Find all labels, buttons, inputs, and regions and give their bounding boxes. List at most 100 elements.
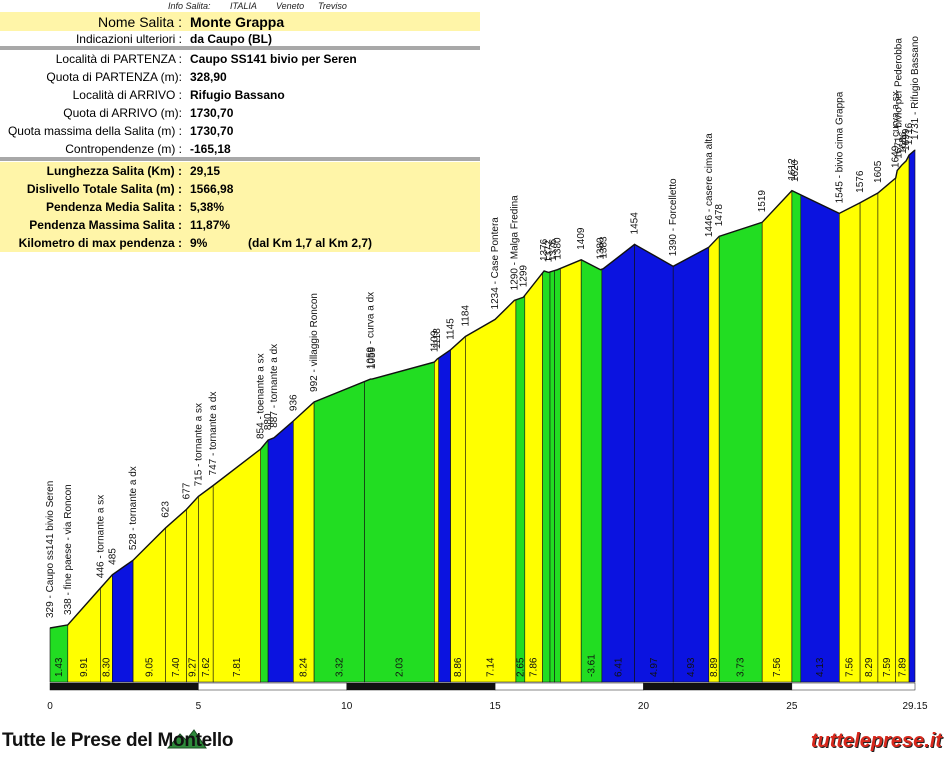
point-label: 329 - Caupo ss141 bivio Seren	[45, 481, 56, 618]
segment-grade-label: 3.32	[334, 657, 345, 677]
profile-segment	[112, 559, 134, 683]
segment-grade-label: 4.13	[815, 657, 826, 677]
point-label: 1576	[855, 170, 866, 193]
nome-value: Monte Grappa	[190, 13, 285, 30]
point-label: 992 - villaggio Roncon	[309, 293, 320, 392]
profile-segment	[601, 243, 635, 683]
segment-grade-label: 9.05	[144, 657, 155, 677]
segment-grade-label: 7.40	[171, 657, 182, 677]
point-label: 1620	[790, 159, 801, 182]
row-partenza: Località di PARTENZA : Caupo SS141 bivio…	[0, 50, 480, 68]
row-quota-arrivo: Quota di ARRIVO (m): 1730,70	[0, 104, 480, 122]
segment-grade-label: -3.61	[587, 654, 598, 677]
x-tick-label: 25	[786, 701, 798, 712]
profile-segment	[438, 349, 451, 683]
km-max-value: 9%	[190, 236, 208, 250]
point-label: 485	[107, 548, 118, 565]
segment-grade-label: 3.73	[736, 657, 747, 677]
profile-segment	[293, 401, 315, 683]
segment-grade-label: 8.30	[101, 657, 112, 677]
point-label: 1390 - Forcelletto	[668, 178, 679, 256]
dislivello-label: Dislivello Totale Salita (m) :	[26, 182, 182, 196]
profile-segment	[634, 243, 674, 683]
point-label: 715 - tornante a sx	[193, 403, 204, 486]
point-label: 936	[288, 394, 299, 411]
segment-grade-label: 9.91	[79, 657, 90, 677]
point-label: 1649 - curva a sx	[891, 91, 902, 168]
point-label: 1519	[757, 190, 768, 213]
profile-segment	[877, 177, 896, 683]
point-label: 1376	[548, 238, 559, 261]
profile-segment	[186, 495, 199, 683]
logo-mountain-icon	[166, 729, 207, 749]
point-label: 1671 - bivio per Pederobba	[894, 38, 905, 159]
row-pend-max: Pendenza Massima Salita : 11,87%	[0, 216, 480, 234]
segment-grade-label: 9.27	[187, 657, 198, 677]
x-tick-label: 29.15	[902, 701, 927, 712]
row-quota-max: Quota massima della Salita (m) : 1730,70	[0, 122, 480, 140]
profile-segment	[580, 259, 603, 683]
segment-grade-label: 7.14	[486, 657, 497, 677]
partenza-value: Caupo SS141 bivio per Seren	[190, 52, 357, 66]
segment-grade-label: 8.24	[299, 657, 310, 677]
x-tick-label: 20	[638, 701, 650, 712]
x-tick-label: 15	[490, 701, 502, 712]
row-arrivo: Località di ARRIVO : Rifugio Bassano	[0, 86, 480, 104]
row-dislivello: Dislivello Totale Salita (m) : 1566,98	[0, 180, 480, 198]
indicazioni-value: da Caupo (BL)	[190, 31, 272, 46]
km-max-note: (dal Km 1,7 al Km 2,7)	[248, 236, 373, 250]
profile-segment	[542, 270, 551, 683]
info-header-country: ITALIA	[230, 1, 257, 11]
segment-grade-label: 7.59	[882, 657, 893, 677]
point-label: 1372	[544, 240, 555, 263]
profile-segment	[515, 294, 526, 683]
point-label: 880	[263, 413, 274, 430]
point-label: 887 - tornante a dx	[269, 344, 280, 428]
point-label: 1376	[539, 238, 550, 261]
km-scale-bar	[198, 682, 347, 691]
profile-segment	[761, 189, 793, 683]
contropendenze-label: Contropendenze (m) :	[65, 141, 182, 156]
profile-segment	[839, 202, 861, 683]
segment-grade-label: 2.65	[515, 657, 526, 677]
profile-segment	[560, 259, 582, 683]
point-label: 1716	[904, 122, 915, 145]
profile-segment	[554, 267, 561, 683]
segment-grade-label: 7.89	[897, 657, 908, 677]
segment-grade-label: 7.86	[529, 657, 540, 677]
footer-site-link[interactable]: tutteleprese.it	[810, 730, 942, 752]
quota-max-label: Quota massima della Salita (m) :	[7, 124, 182, 138]
profile-segment	[165, 508, 187, 683]
segment-grade-label: 7.81	[232, 657, 243, 677]
segment-grade-label: 1.43	[54, 657, 65, 677]
indicazioni-label: Indicazioni ulteriori :	[75, 31, 182, 46]
arrivo-label: Località di ARRIVO :	[72, 88, 182, 102]
segment-grade-label: 8.29	[864, 657, 875, 677]
pend-max-label: Pendenza Massima Salita :	[29, 218, 182, 232]
profile-segment	[908, 149, 916, 683]
quota-max-value: 1730,70	[190, 124, 234, 138]
profile-segment	[267, 420, 294, 683]
x-tick-label: 0	[47, 701, 53, 712]
point-label: 1409	[576, 227, 587, 250]
x-tick-label: 10	[341, 701, 353, 712]
point-label: 1446 - casere cima alta	[704, 133, 715, 237]
profile-segment	[198, 484, 214, 683]
profile-segment	[800, 194, 840, 683]
point-label: 747 - tornante a dx	[208, 392, 219, 476]
point-label: 1059	[367, 346, 378, 369]
profile-segment	[212, 448, 261, 683]
profile-outline	[49, 149, 916, 629]
profile-segment	[313, 381, 365, 683]
point-label: 446 - tornante a sx	[95, 495, 106, 578]
quota-partenza-label: Quota di PARTENZA (m):	[46, 70, 182, 84]
km-scale-bar	[643, 682, 793, 691]
point-label: 1545 - bivio cima Grappa	[834, 91, 845, 203]
info-header-label: Info Salita:	[168, 1, 211, 11]
pend-max-value: 11,87%	[190, 218, 231, 232]
arrivo-value: Rifugio Bassano	[190, 88, 285, 102]
row-km-max: Kilometro di max pendenza : 9% (dal Km 1…	[0, 234, 480, 252]
point-label: 1383	[598, 236, 609, 259]
point-label: 1380	[552, 237, 563, 260]
segment-grade-label: 7.56	[845, 657, 856, 677]
